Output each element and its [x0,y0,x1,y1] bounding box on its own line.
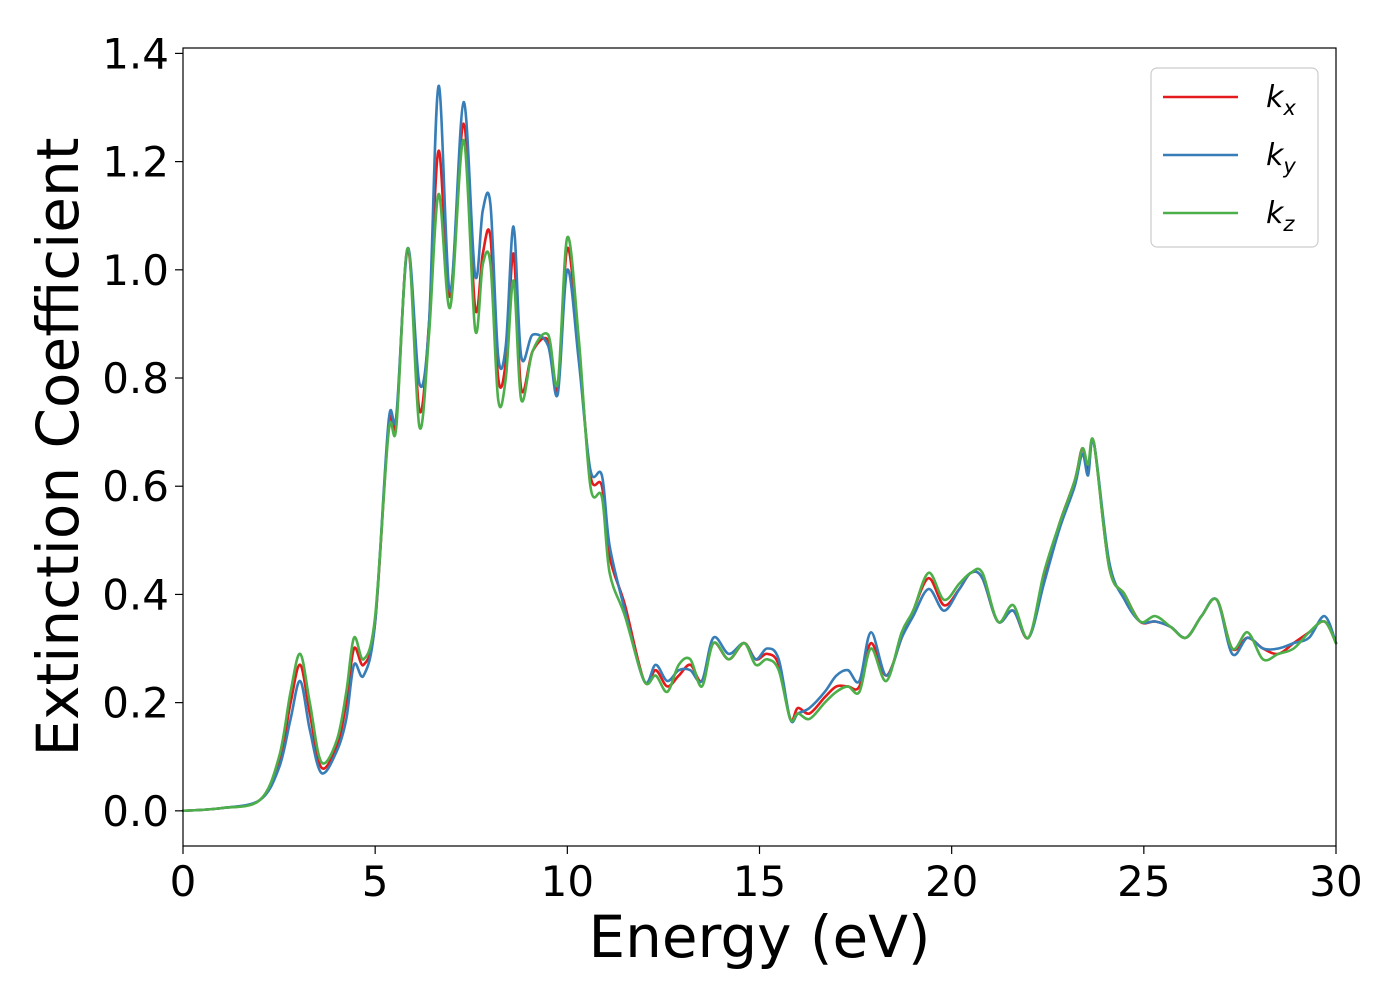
y-tick-label: 1.2 [102,138,169,187]
legend-box [1150,67,1319,248]
y-tick-label: 0.8 [102,354,169,403]
series-line-z [181,138,1338,813]
x-tick-label: 10 [541,857,594,906]
x-tick-label: 15 [733,857,786,906]
x-tick-label: 5 [362,857,389,906]
x-tick-label: 30 [1309,857,1362,906]
y-tick-label: 1.0 [102,246,169,295]
y-tick-label: 0.0 [102,787,169,836]
series-lines [181,84,1338,813]
y-tick-label: 1.4 [102,29,169,78]
x-tick-label: 20 [925,857,978,906]
x-tick-label: 25 [1117,857,1170,906]
x-axis-title: Energy (eV) [588,903,930,971]
x-axis-ticks: 0 5 10 15 20 25 30 [170,846,1363,906]
y-axis-ticks: 0.0 0.2 0.4 0.6 0.8 1.0 1.2 1.4 [102,29,183,836]
y-tick-label: 0.6 [102,462,169,511]
y-tick-label: 0.2 [102,679,169,728]
y-axis-title: Extinction Coefficient [24,138,92,757]
x-tick-label: 0 [170,857,197,906]
y-tick-label: 0.4 [102,570,169,619]
